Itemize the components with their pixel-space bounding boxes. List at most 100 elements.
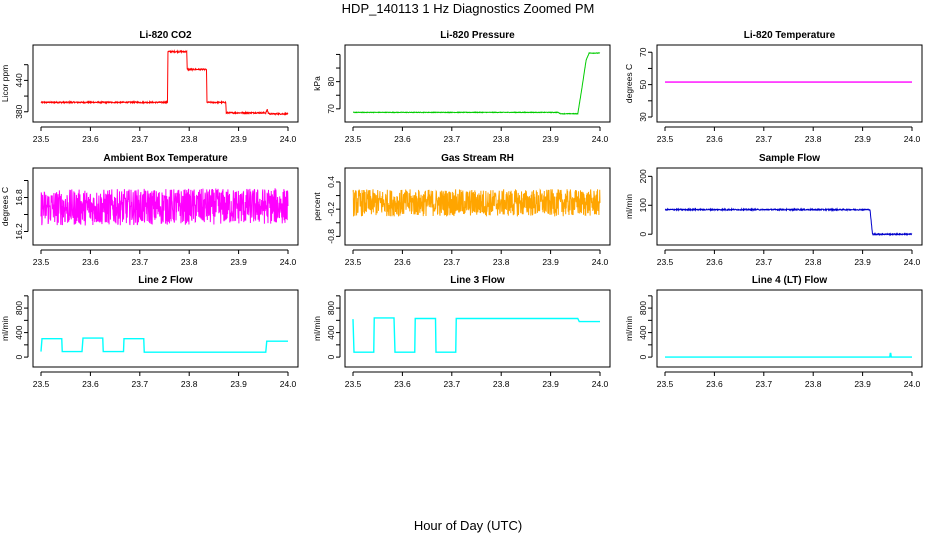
panel-gas-stream-rh: Gas Stream RH 23.5 23.6 23.7 23.8 23.9 24.0 -0.… bbox=[312, 153, 611, 267]
y-tick-label: 16.2 bbox=[14, 223, 24, 240]
plot-frame bbox=[344, 289, 611, 368]
x-tick-label: 24.0 bbox=[592, 257, 609, 267]
series-line bbox=[352, 51, 601, 115]
x-tick-label: 23.5 bbox=[33, 257, 50, 267]
x-tick-label: 23.8 bbox=[805, 134, 822, 144]
y-tick-label: 400 bbox=[638, 325, 648, 339]
y-tick-label: 0 bbox=[638, 354, 648, 359]
x-tick-label: 24.0 bbox=[280, 379, 297, 389]
x-tick-label: 23.7 bbox=[132, 379, 149, 389]
x-tick-label: 23.9 bbox=[230, 257, 247, 267]
x-tick-label: 23.6 bbox=[394, 134, 411, 144]
x-tick-label: 24.0 bbox=[904, 379, 921, 389]
x-tick-label: 24.0 bbox=[592, 379, 609, 389]
figure-title: HDP_140113 1 Hz Diagnostics Zoomed PM bbox=[341, 1, 595, 16]
y-axis-label: degrees C bbox=[624, 64, 634, 103]
y-tick-label: 0.4 bbox=[326, 176, 336, 188]
x-tick-label: 23.9 bbox=[230, 379, 247, 389]
x-tick-label: 23.8 bbox=[181, 257, 198, 267]
panel-sample-flow: Sample Flow 23.5 23.6 23.7 23.8 23.9 24.0 0 100 2… bbox=[624, 153, 923, 267]
x-tick-label: 23.8 bbox=[805, 379, 822, 389]
x-tick-label: 23.7 bbox=[132, 257, 149, 267]
panel-title: Line 2 Flow bbox=[138, 275, 193, 286]
x-tick-label: 23.7 bbox=[756, 257, 773, 267]
panel-line-3-flow: Line 3 Flow 23.5 23.6 23.7 23.8 23.9 24.0 0 400 8… bbox=[312, 275, 611, 389]
y-tick-label: 200 bbox=[638, 169, 648, 183]
panel-title: Line 3 Flow bbox=[450, 275, 505, 286]
y-axis-label: percent bbox=[312, 192, 322, 221]
y-tick-label: 50 bbox=[638, 80, 648, 90]
x-tick-label: 23.6 bbox=[394, 257, 411, 267]
y-tick-label: 0 bbox=[638, 232, 648, 237]
x-tick-label: 23.5 bbox=[657, 379, 674, 389]
x-tick-label: 23.5 bbox=[345, 379, 362, 389]
y-axis-label: ml/min bbox=[312, 316, 322, 341]
x-tick-label: 23.7 bbox=[756, 134, 773, 144]
x-tick-label: 23.5 bbox=[345, 257, 362, 267]
plot-frame bbox=[32, 44, 299, 123]
y-tick-label: 800 bbox=[14, 301, 24, 315]
x-tick-label: 23.9 bbox=[542, 134, 559, 144]
y-axis-label: kPa bbox=[312, 76, 322, 91]
y-axis-label: ml/min bbox=[0, 316, 10, 341]
y-tick-label: 440 bbox=[14, 73, 24, 87]
panel-title: Sample Flow bbox=[759, 153, 820, 164]
x-tick-label: 23.8 bbox=[181, 379, 198, 389]
y-axis-label: degrees C bbox=[0, 187, 10, 226]
y-tick-label: -0.8 bbox=[326, 229, 336, 244]
y-tick-label: 70 bbox=[326, 104, 336, 114]
plot-frame bbox=[656, 167, 923, 246]
x-tick-label: 23.5 bbox=[33, 379, 50, 389]
panel-line-4-lt-flow: Line 4 (LT) Flow 23.5 23.6 23.7 23.8 23.9 24.0… bbox=[624, 275, 923, 389]
x-tick-label: 24.0 bbox=[904, 134, 921, 144]
x-tick-label: 23.8 bbox=[805, 257, 822, 267]
plot-frame bbox=[344, 44, 611, 123]
x-tick-label: 23.7 bbox=[444, 379, 461, 389]
panel-title: Gas Stream RH bbox=[441, 153, 514, 164]
panel-li-820-co2: Li-820 CO2 23.5 23.6 23.7 23.8 23.9 24.0 380 440… bbox=[0, 30, 299, 144]
panel-line-2-flow: Line 2 Flow 23.5 23.6 23.7 23.8 23.9 24.0 0 400 8… bbox=[0, 275, 299, 389]
x-tick-label: 23.8 bbox=[493, 257, 510, 267]
x-tick-label: 23.5 bbox=[345, 134, 362, 144]
panel-title: Line 4 (LT) Flow bbox=[752, 275, 828, 286]
x-tick-label: 23.6 bbox=[82, 257, 99, 267]
x-tick-label: 24.0 bbox=[592, 134, 609, 144]
x-axis-label: Hour of Day (UTC) bbox=[413, 518, 523, 533]
x-tick-label: 24.0 bbox=[280, 134, 297, 144]
x-tick-label: 23.6 bbox=[82, 134, 99, 144]
plot-frame bbox=[32, 167, 299, 246]
y-tick-label: 30 bbox=[638, 112, 648, 122]
y-axis-label: Licor ppm bbox=[0, 65, 10, 102]
x-tick-label: 23.6 bbox=[706, 257, 723, 267]
x-tick-label: 23.9 bbox=[854, 257, 871, 267]
y-tick-label: 16.8 bbox=[14, 189, 24, 206]
x-tick-label: 23.5 bbox=[33, 134, 50, 144]
x-tick-label: 23.9 bbox=[542, 257, 559, 267]
plot-frame bbox=[32, 289, 299, 368]
x-tick-label: 23.9 bbox=[854, 134, 871, 144]
y-tick-label: 80 bbox=[326, 77, 336, 87]
y-tick-label: 380 bbox=[14, 104, 24, 118]
series-line bbox=[40, 337, 288, 353]
series-line bbox=[665, 352, 912, 358]
x-tick-label: 24.0 bbox=[280, 257, 297, 267]
x-tick-label: 23.5 bbox=[657, 257, 674, 267]
series-line bbox=[352, 317, 600, 353]
x-tick-label: 23.8 bbox=[493, 134, 510, 144]
y-tick-label: 0 bbox=[326, 354, 336, 359]
x-tick-label: 23.6 bbox=[82, 379, 99, 389]
x-tick-label: 23.9 bbox=[854, 379, 871, 389]
panel-title: Ambient Box Temperature bbox=[103, 153, 228, 164]
y-tick-label: 0 bbox=[14, 354, 24, 359]
x-tick-label: 23.6 bbox=[394, 379, 411, 389]
x-tick-label: 24.0 bbox=[904, 257, 921, 267]
x-tick-label: 23.9 bbox=[542, 379, 559, 389]
plot-frame bbox=[656, 289, 923, 368]
y-axis-label: ml/min bbox=[624, 194, 634, 219]
x-tick-label: 23.5 bbox=[657, 134, 674, 144]
panel-title: Li-820 CO2 bbox=[139, 30, 192, 41]
panel-li-820-pressure: Li-820 Pressure 23.5 23.6 23.7 23.8 23.9 24.0 7… bbox=[312, 30, 611, 144]
x-tick-label: 23.6 bbox=[706, 134, 723, 144]
series-line bbox=[40, 49, 289, 116]
